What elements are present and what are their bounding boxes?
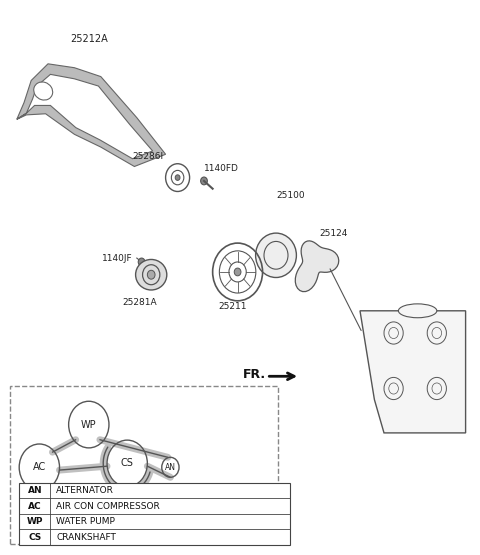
Ellipse shape xyxy=(135,260,167,290)
Circle shape xyxy=(234,268,241,276)
Text: WP: WP xyxy=(26,517,43,526)
Text: CRANKSHAFT: CRANKSHAFT xyxy=(56,533,116,542)
Circle shape xyxy=(147,270,155,279)
Text: WP: WP xyxy=(81,420,96,430)
Ellipse shape xyxy=(34,82,53,100)
Text: FR.: FR. xyxy=(242,368,265,381)
Text: 1140JF: 1140JF xyxy=(102,254,133,263)
Polygon shape xyxy=(17,64,166,166)
Text: AC: AC xyxy=(33,462,46,472)
Text: 25212A: 25212A xyxy=(70,34,108,44)
Polygon shape xyxy=(360,311,466,433)
Text: 25100: 25100 xyxy=(276,191,305,200)
Text: 25286I: 25286I xyxy=(132,152,163,161)
Text: AIR CON COMPRESSOR: AIR CON COMPRESSOR xyxy=(56,502,160,511)
Text: ALTERNATOR: ALTERNATOR xyxy=(56,486,114,495)
FancyBboxPatch shape xyxy=(10,386,278,544)
Text: CS: CS xyxy=(121,458,133,468)
Circle shape xyxy=(175,175,180,180)
Bar xyxy=(19,483,290,545)
Text: 25124: 25124 xyxy=(319,229,348,238)
Text: 25281A: 25281A xyxy=(122,298,156,307)
Text: AC: AC xyxy=(28,502,42,511)
Polygon shape xyxy=(295,241,339,291)
Text: WATER PUMP: WATER PUMP xyxy=(56,517,115,526)
Text: 1140FD: 1140FD xyxy=(204,164,239,173)
Text: AN: AN xyxy=(27,486,42,495)
Ellipse shape xyxy=(398,304,437,317)
Circle shape xyxy=(138,258,145,266)
Text: 25211: 25211 xyxy=(218,302,247,311)
Ellipse shape xyxy=(255,233,296,278)
Circle shape xyxy=(201,177,207,185)
Text: CS: CS xyxy=(28,533,41,542)
Text: AN: AN xyxy=(165,463,176,472)
